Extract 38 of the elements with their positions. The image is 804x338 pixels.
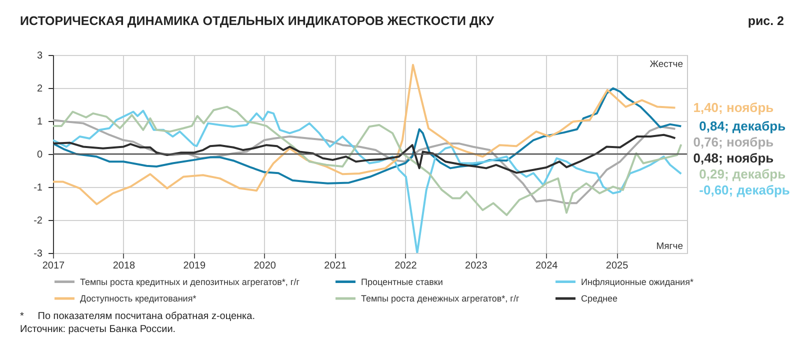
legend-label: Темпы роста денежных агрегатов*, г/г xyxy=(361,294,520,304)
x-tick-label: 2023 xyxy=(465,260,488,272)
x-tick-label: 2019 xyxy=(183,260,206,272)
text: Источник: расчеты Банка России. xyxy=(20,324,176,335)
x-tick-label: 2018 xyxy=(112,260,136,272)
data-label: -0,60; декабрь xyxy=(699,182,790,198)
text: * По показателям посчитана обратная z-оценка. xyxy=(20,311,255,322)
data-label: 0,84; декабрь xyxy=(699,118,786,134)
annotation: Жестче xyxy=(650,59,683,70)
line-series xyxy=(53,110,682,253)
line-series xyxy=(53,106,682,216)
legend-label: Доступность кредитования* xyxy=(80,294,197,304)
x-tick-label: 2020 xyxy=(254,260,276,272)
line-series xyxy=(53,119,676,204)
x-tick-label: 2017 xyxy=(42,260,66,272)
line-series xyxy=(53,87,682,184)
x-tick-label: 2022 xyxy=(394,260,418,272)
data-label: 0,76; ноябрь xyxy=(693,134,774,150)
legend-label: Среднее xyxy=(581,294,618,304)
y-tick-label: 2 xyxy=(36,84,43,94)
y-tick-label: 0 xyxy=(36,150,43,160)
legend-label: Инфляционные ожидания* xyxy=(581,276,694,287)
data-label: 0,29; декабрь xyxy=(699,166,786,182)
y-tick-label: -3 xyxy=(34,248,43,260)
x-tick-label: 2024 xyxy=(535,260,558,272)
annotation: Мягче xyxy=(656,241,683,252)
y-tick-label: -2 xyxy=(34,216,43,226)
y-tick-label: -1 xyxy=(34,182,43,194)
legend-label: Процентные ставки xyxy=(361,276,443,287)
chart-title: ИСТОРИЧЕСКАЯ ДИНАМИКА ОТДЕЛЬНЫХ ИНДИКАТОРОВ ЖЕСТКОСТИ ДКУ xyxy=(20,14,494,28)
text: рис. 2 xyxy=(748,14,784,28)
x-tick-label: 2025 xyxy=(606,260,629,272)
data-label: 0,48; ноябрь xyxy=(693,150,774,166)
legend-label: Темпы роста кредитных и депозитных агрегатов*, г/г xyxy=(80,276,300,287)
data-label: 1,40; ноябрь xyxy=(693,100,774,115)
x-tick-label: 2021 xyxy=(324,260,347,272)
y-tick-label: 3 xyxy=(36,50,43,62)
y-tick-label: 1 xyxy=(36,116,43,128)
